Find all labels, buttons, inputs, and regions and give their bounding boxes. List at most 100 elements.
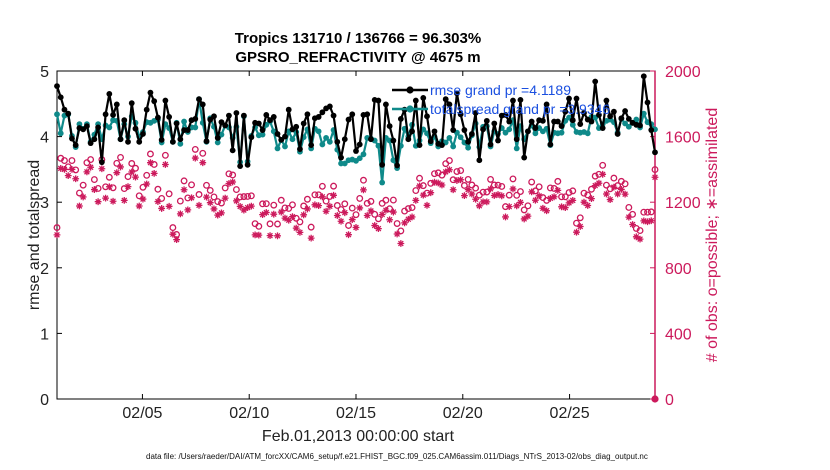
series-rmse (54, 73, 658, 170)
rmse-point (468, 131, 475, 137)
rmse-point (566, 95, 572, 102)
assimilated-point (584, 202, 592, 209)
assimilated-point (158, 205, 166, 212)
rmse-point (652, 149, 658, 156)
assimilated-point (617, 186, 625, 193)
possible-point (576, 214, 584, 222)
possible-point (281, 204, 289, 212)
legend-rmse-marker (406, 86, 414, 94)
possible-point (610, 174, 618, 182)
rmse-point (409, 128, 415, 135)
rmse-point (394, 162, 401, 169)
possible-point (124, 173, 132, 181)
assimilated-point (565, 199, 573, 207)
possible-point (303, 195, 311, 203)
rmse-point (521, 154, 528, 161)
assimilated-point (330, 191, 337, 199)
assimilated-point (502, 213, 509, 221)
rmse-point (166, 114, 173, 120)
assimilated-point (154, 198, 162, 205)
possible-point (318, 182, 326, 190)
possible-point (457, 167, 465, 174)
possible-point (229, 171, 237, 179)
possible-point (404, 205, 412, 213)
possible-point (438, 171, 446, 179)
rmse-point (379, 161, 386, 168)
possible-point (206, 186, 214, 194)
totalspread-point (558, 129, 565, 136)
assimilated-point (386, 216, 394, 224)
assimilated-point (341, 209, 349, 217)
y-right-tick-label: 800 (665, 261, 692, 278)
possible-point (505, 191, 513, 199)
possible-point (117, 153, 124, 161)
possible-point (389, 196, 397, 204)
assimilated-point (457, 176, 465, 184)
rmse-point (263, 112, 270, 118)
assimilated-point (449, 186, 457, 194)
possible-point (584, 191, 592, 199)
rmse-point (69, 135, 75, 142)
x-axis-label: Feb.01,2013 00:00:00 start (262, 428, 455, 445)
assimilated-point (206, 199, 214, 207)
assimilated-point (210, 205, 218, 213)
chart-subtitle: GPSRO_REFRACTIVITY @ 4675 m (235, 49, 480, 66)
assimilated-point (150, 169, 158, 177)
data-file-footnote: data file: /Users/raeder/DAI/ATM_forcXX/… (146, 452, 648, 461)
assimilated-point (176, 210, 184, 218)
possible-point (565, 189, 573, 196)
assimilated-point (513, 202, 521, 210)
possible-point (289, 201, 296, 209)
rmse-point (491, 120, 498, 127)
possible-point (64, 163, 72, 171)
rmse-point (293, 123, 300, 130)
rmse-point (569, 117, 576, 124)
assimilated-point (76, 202, 83, 210)
assimilated-point (528, 188, 536, 196)
assimilated-point (169, 230, 177, 238)
possible-point (509, 175, 517, 183)
rmse-point (618, 115, 625, 122)
assimilated-point (636, 235, 644, 243)
assimilated-point (225, 180, 233, 187)
assimilated-point (472, 195, 479, 203)
assimilated-point (640, 217, 648, 225)
possible-point (345, 222, 352, 229)
legend: rmse grand pr =4.1189 totalspread grand … (392, 82, 610, 117)
assimilated-point (147, 159, 154, 167)
possible-point (158, 194, 166, 202)
possible-point (640, 208, 648, 216)
assimilated-point (221, 194, 229, 202)
possible-point (277, 196, 285, 204)
possible-point (307, 223, 315, 231)
y-left-tick-label: 2 (40, 261, 49, 278)
rmse-point (506, 118, 513, 125)
assimilated-point (124, 183, 132, 191)
possible-point (259, 200, 267, 208)
totalspread-point (457, 134, 464, 141)
y-right-tick-label: 2000 (665, 64, 701, 81)
totalspread-point (360, 151, 367, 158)
assimilated-point (285, 216, 293, 224)
assimilated-point (326, 202, 334, 210)
rmse-point (169, 138, 176, 145)
possible-point (113, 159, 121, 167)
assimilated-point (161, 161, 169, 168)
rmse-point (637, 122, 643, 129)
rmse-point (297, 146, 303, 152)
rmse-point (525, 128, 531, 135)
possible-point (498, 183, 506, 190)
assimilated-point (203, 193, 210, 201)
rmse-point (72, 142, 79, 149)
assimilated-point (412, 197, 420, 204)
legend-totalspread-label: totalspread grand pr =3.9346 (430, 101, 610, 117)
assimilated-point (315, 202, 323, 210)
possible-point (408, 204, 416, 212)
possible-point (199, 149, 207, 157)
possible-point (300, 202, 308, 210)
assimilated-point (460, 192, 468, 200)
totalspread-point (513, 145, 520, 152)
totalspread-point (289, 136, 296, 143)
possible-point (79, 181, 87, 189)
x-tick-label: 02/05 (122, 405, 162, 422)
